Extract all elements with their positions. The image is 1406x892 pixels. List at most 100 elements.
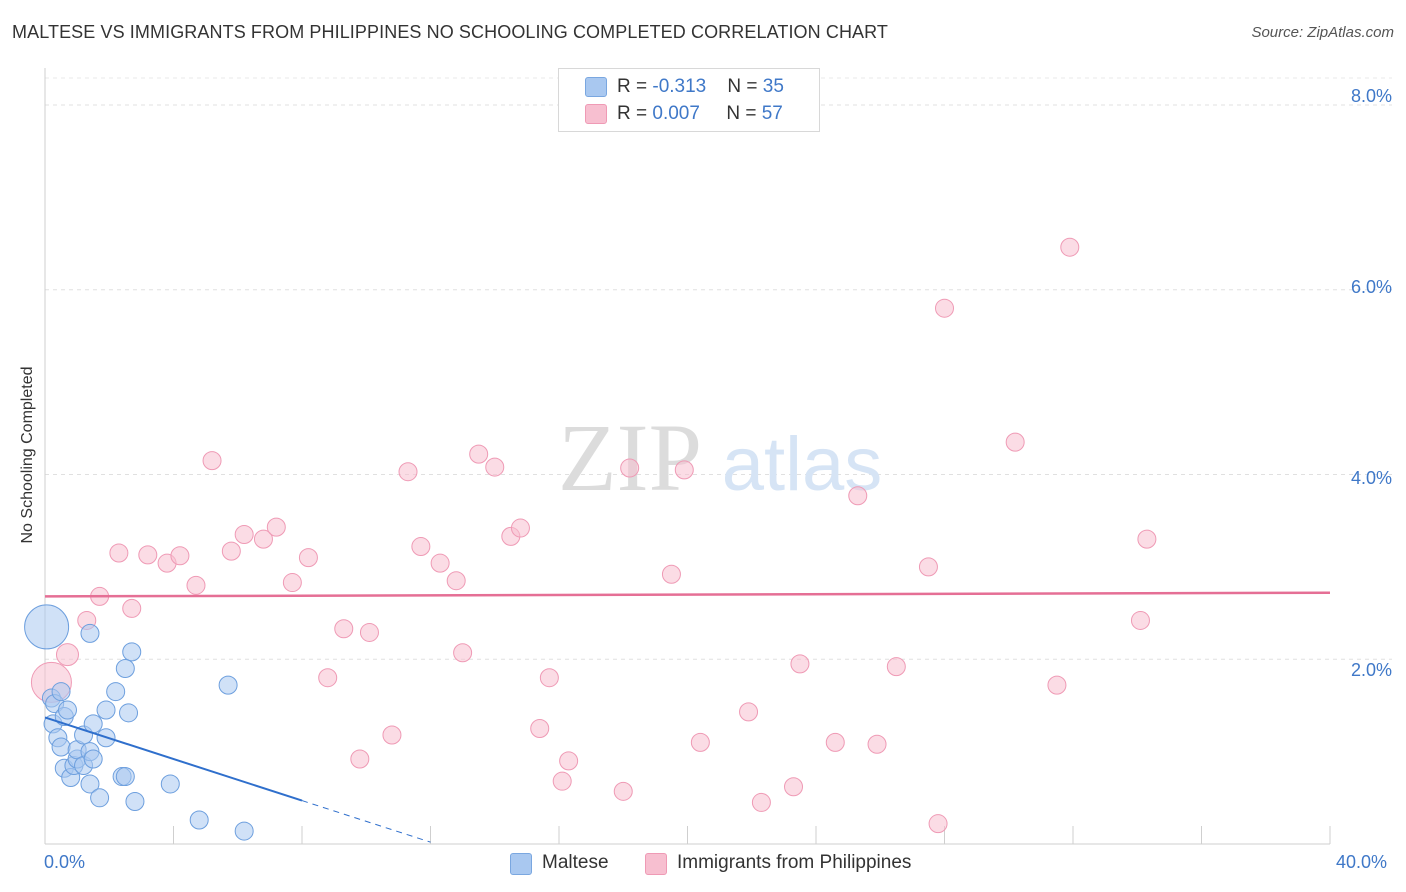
trend-lines	[44, 591, 1331, 843]
y-tick-label: 2.0%	[1350, 660, 1392, 680]
trend-line-maltese	[44, 716, 303, 802]
philippines-point	[620, 458, 640, 478]
maltese-point	[83, 749, 103, 769]
philippines-point	[1047, 675, 1067, 695]
philippines-point	[453, 643, 473, 663]
y-tick-label: 6.0%	[1350, 277, 1392, 297]
philippines-point	[530, 719, 550, 739]
maltese-point	[57, 700, 77, 720]
philippines-point	[825, 732, 845, 752]
legend-r-value: -0.313	[652, 76, 707, 97]
maltese-point	[122, 642, 142, 662]
philippines-point	[539, 668, 559, 688]
philippines-point	[221, 541, 241, 561]
maltese-point	[80, 774, 100, 794]
maltese-point	[218, 675, 238, 695]
maltese-point	[80, 623, 100, 643]
chart-title: MALTESE VS IMMIGRANTS FROM PHILIPPINES N…	[12, 22, 889, 42]
legend-swatch-philippines	[585, 104, 607, 124]
maltese-point	[234, 821, 254, 841]
philippines-point	[1060, 237, 1080, 257]
correlation-legend: R = -0.313 N = 35 R = 0.007 N = 57	[558, 68, 820, 132]
maltese-point	[51, 682, 71, 702]
trend-line-philippines	[44, 591, 1331, 598]
philippines-point	[234, 525, 254, 545]
maltese-point	[90, 788, 110, 808]
philippines-point	[109, 543, 129, 563]
axes	[44, 68, 1331, 845]
watermark-zip: ZIP	[558, 404, 702, 511]
philippines-point	[559, 751, 579, 771]
source-label: Source: ZipAtlas.com	[1251, 24, 1394, 41]
philippines-point	[334, 619, 354, 639]
legend-n-value: 35	[762, 76, 784, 97]
philippines-point	[1137, 529, 1157, 549]
philippines-point	[739, 702, 759, 722]
philippines-point	[918, 557, 938, 577]
legend-r-label: R =	[617, 103, 653, 124]
maltese-point	[189, 810, 209, 830]
maltese-point	[160, 774, 180, 794]
philippines-point	[510, 518, 530, 538]
philippines-point	[382, 725, 402, 745]
philippines-point	[55, 643, 79, 667]
philippines-point	[398, 462, 418, 482]
philippines-point	[430, 553, 450, 573]
philippines-point	[935, 298, 954, 318]
legend-n-label: N =	[726, 103, 762, 124]
maltese-point	[119, 703, 139, 723]
philippines-point	[1130, 610, 1150, 630]
legend-n-label: N =	[727, 76, 763, 97]
philippines-point	[298, 548, 318, 568]
philippines-point	[751, 792, 771, 812]
philippines-point	[138, 545, 158, 565]
watermark: ZIP atlas	[558, 404, 882, 511]
philippines-point	[690, 732, 710, 752]
bottom-legend-label-philippines: Immigrants from Philippines	[677, 852, 912, 873]
maltese-point	[125, 792, 145, 812]
philippines-point	[469, 444, 489, 464]
maltese-point	[96, 700, 116, 720]
series-philippines-points	[30, 95, 1157, 834]
maltese-point	[115, 658, 135, 678]
philippines-point	[282, 573, 302, 593]
philippines-point	[186, 575, 206, 595]
bottom-legend-swatch-philippines	[645, 853, 667, 875]
philippines-point	[661, 564, 681, 584]
philippines-point	[170, 546, 190, 566]
philippines-point	[928, 814, 948, 834]
philippines-point	[411, 537, 431, 557]
philippines-point	[253, 529, 273, 549]
trend-line-maltese-extension	[301, 800, 431, 843]
philippines-point	[886, 657, 906, 677]
x-tick-label-max: 40.0%	[1336, 852, 1388, 872]
philippines-point	[446, 571, 466, 591]
maltese-point	[115, 767, 135, 787]
philippines-point	[784, 777, 804, 797]
legend-n-value: 57	[761, 103, 783, 124]
philippines-point	[359, 622, 379, 642]
maltese-point	[24, 604, 70, 650]
legend-r-value: 0.007	[652, 103, 700, 124]
philippines-point	[350, 749, 370, 769]
philippines-point	[552, 771, 572, 791]
gridlines	[45, 77, 1392, 660]
y-axis-label: No Schooling Completed	[19, 366, 36, 544]
philippines-point	[318, 668, 338, 688]
philippines-point	[122, 598, 142, 618]
legend-swatch-maltese	[585, 77, 607, 97]
philippines-point	[613, 781, 633, 801]
maltese-point	[51, 737, 71, 757]
philippines-point	[674, 460, 694, 480]
legend-r-label: R =	[617, 76, 653, 97]
y-tick-label: 4.0%	[1350, 468, 1392, 488]
y-tick-label: 8.0%	[1350, 86, 1392, 106]
philippines-point	[202, 451, 222, 471]
philippines-point	[1005, 432, 1025, 452]
philippines-point	[848, 486, 868, 506]
x-tick-label-min: 0.0%	[44, 852, 86, 872]
philippines-point	[867, 734, 887, 754]
series-maltese-points	[24, 604, 254, 841]
philippines-point	[790, 654, 810, 674]
